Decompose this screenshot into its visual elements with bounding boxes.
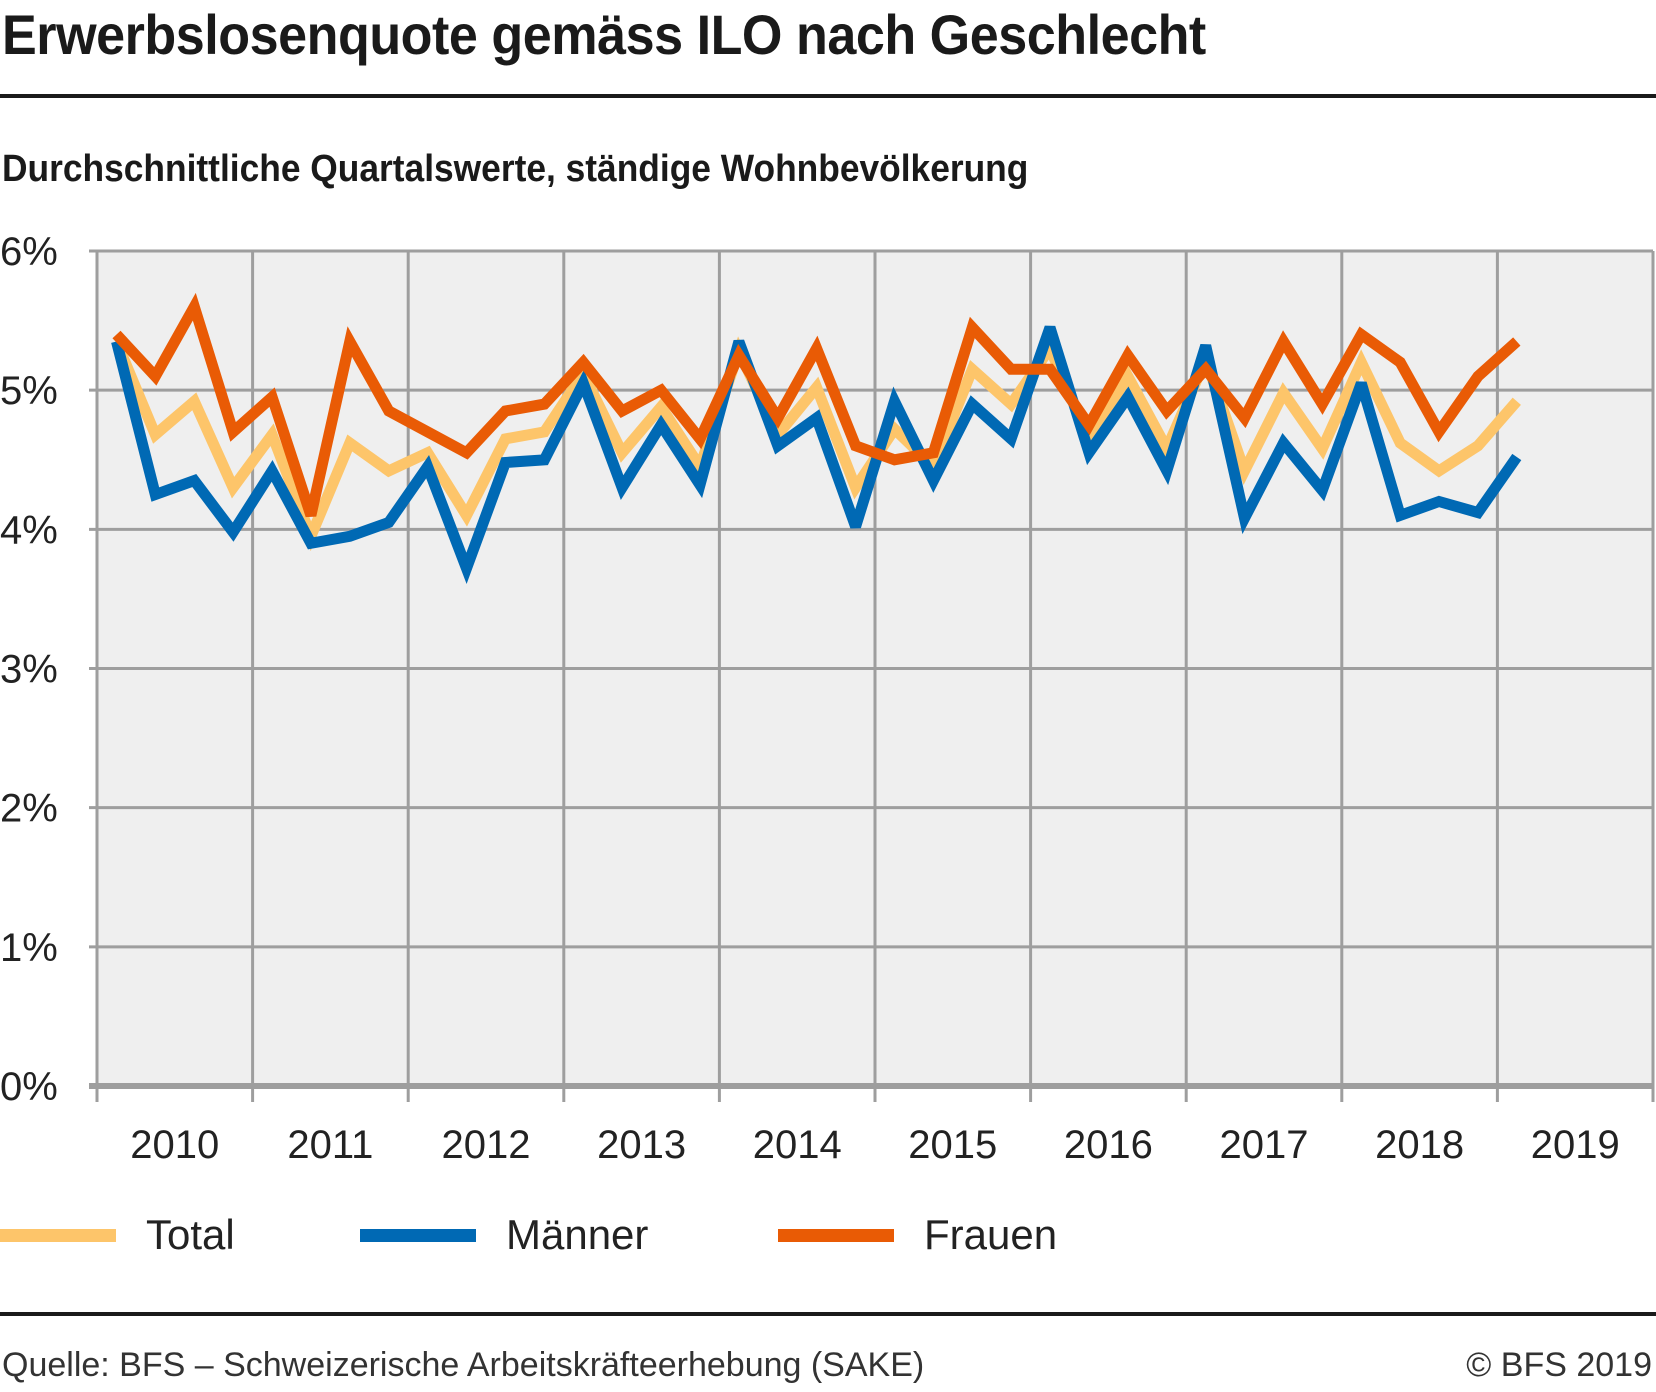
- legend-item-frauen: Frauen: [778, 1210, 1057, 1260]
- legend-swatch-frauen: [778, 1228, 894, 1242]
- legend-label-total: Total: [146, 1211, 235, 1258]
- title-divider: [0, 94, 1656, 98]
- source-note: Quelle: BFS – Schweizerische Arbeitskräf…: [2, 1346, 925, 1384]
- legend-item-total: Total: [0, 1210, 235, 1260]
- chart-title: Erwerbslosenquote gemäss ILO nach Geschl…: [2, 3, 1206, 66]
- y-tick-label: 0%: [0, 1065, 58, 1109]
- legend-swatch-total: [0, 1228, 116, 1242]
- legend-item-maenner: Männer: [360, 1210, 648, 1260]
- x-tick-label: 2011: [287, 1123, 373, 1167]
- series-line-total: [111, 336, 1521, 552]
- y-tick-label: 2%: [0, 787, 58, 831]
- legend: Total Männer Frauen: [0, 1210, 1200, 1260]
- x-tick-label: 2013: [597, 1123, 686, 1167]
- x-tick-label: 2014: [753, 1123, 842, 1167]
- series-line-maenner: [111, 325, 1522, 584]
- x-tick-label: 2010: [130, 1123, 219, 1167]
- y-tick-label: 3%: [0, 648, 58, 692]
- copyright-note: © BFS 2019: [1466, 1346, 1652, 1384]
- series-lines: [111, 292, 1522, 584]
- y-tick-label: 4%: [0, 508, 58, 552]
- y-tick-label: 1%: [0, 926, 58, 970]
- legend-swatch-maenner: [360, 1228, 476, 1242]
- x-tick-label: 2016: [1064, 1123, 1153, 1167]
- legend-label-frauen: Frauen: [924, 1211, 1058, 1258]
- legend-label-maenner: Männer: [506, 1211, 649, 1258]
- x-tick-label: 2012: [442, 1123, 531, 1167]
- x-axis: 2010 2011 2012 2013 2014 2015 2016 2017 2018 2019: [130, 1123, 1619, 1167]
- y-axis: 0% 1% 2% 3% 4% 5% 6%: [0, 230, 58, 1109]
- x-tick-label: 2017: [1220, 1123, 1309, 1167]
- x-tick-label: 2018: [1375, 1123, 1464, 1167]
- chart-subtitle: Durchschnittliche Quartalswerte, ständig…: [2, 148, 1029, 190]
- series-line-frauen: [112, 292, 1521, 518]
- x-tick-label: 2015: [908, 1123, 997, 1167]
- y-tick-label: 6%: [0, 230, 58, 274]
- y-tick-label: 5%: [0, 369, 58, 413]
- grid-lines: [89, 249, 1655, 1102]
- line-chart: 0%1%2%3%4%5%6% 2010 2011 2012 2013 2014 2015 2…: [0, 230, 1655, 1167]
- x-tick-label: 2019: [1531, 1123, 1620, 1167]
- footer-divider: [0, 1312, 1656, 1316]
